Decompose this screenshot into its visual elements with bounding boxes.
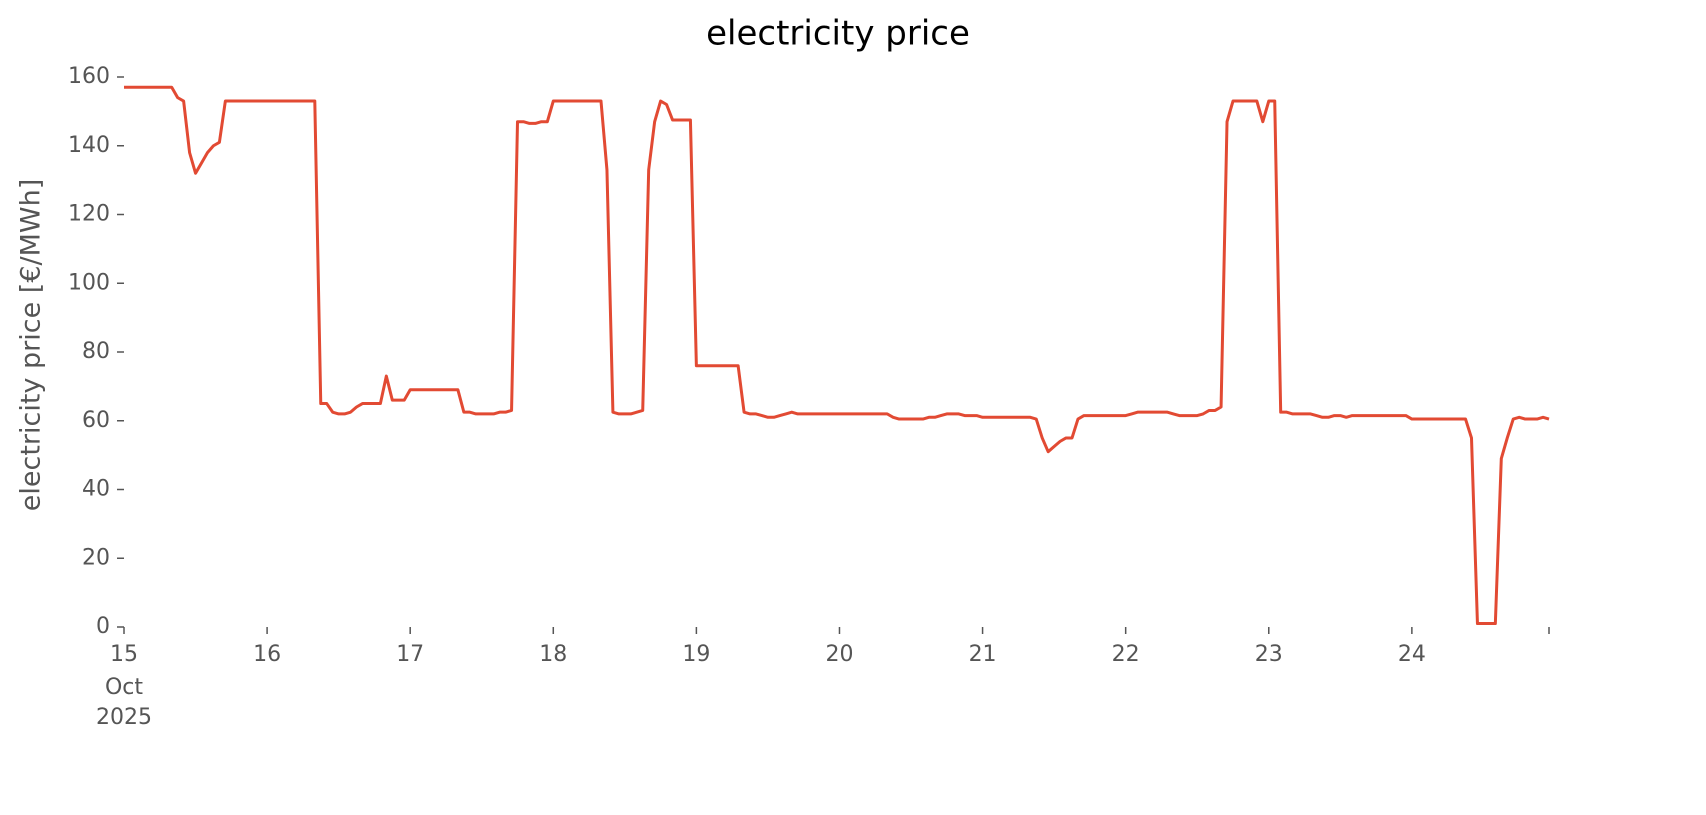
y-tick-label: 40 [82, 477, 110, 502]
y-tick-label: 100 [68, 270, 110, 295]
y-tick-label: 20 [82, 545, 110, 570]
x-tick-label: 18 [539, 642, 567, 667]
x-tick-label: 15 [110, 642, 138, 667]
x-tick-sublabel: Oct [105, 675, 143, 700]
y-tick-label: 120 [68, 202, 110, 227]
chart-title: electricity price [706, 14, 970, 54]
y-tick-label: 160 [68, 64, 110, 89]
y-tick-label: 80 [82, 339, 110, 364]
x-tick-label: 24 [1398, 642, 1426, 667]
x-tick-label: 17 [396, 642, 424, 667]
price-line [124, 85, 1550, 626]
x-tick-label: 22 [1112, 642, 1140, 667]
y-tick-label: 60 [82, 408, 110, 433]
y-axis-label: electricity price [€/MWh] [16, 179, 47, 511]
x-tick-label: 19 [682, 642, 710, 667]
x-tick-label: 20 [825, 642, 853, 667]
y-tick-label: 0 [96, 614, 110, 639]
y-tick-label: 140 [68, 133, 110, 158]
x-tick-label: 23 [1255, 642, 1283, 667]
x-tick-label: 16 [253, 642, 281, 667]
x-tick-label: 21 [969, 642, 997, 667]
x-tick-sublabel: 2025 [96, 705, 152, 730]
